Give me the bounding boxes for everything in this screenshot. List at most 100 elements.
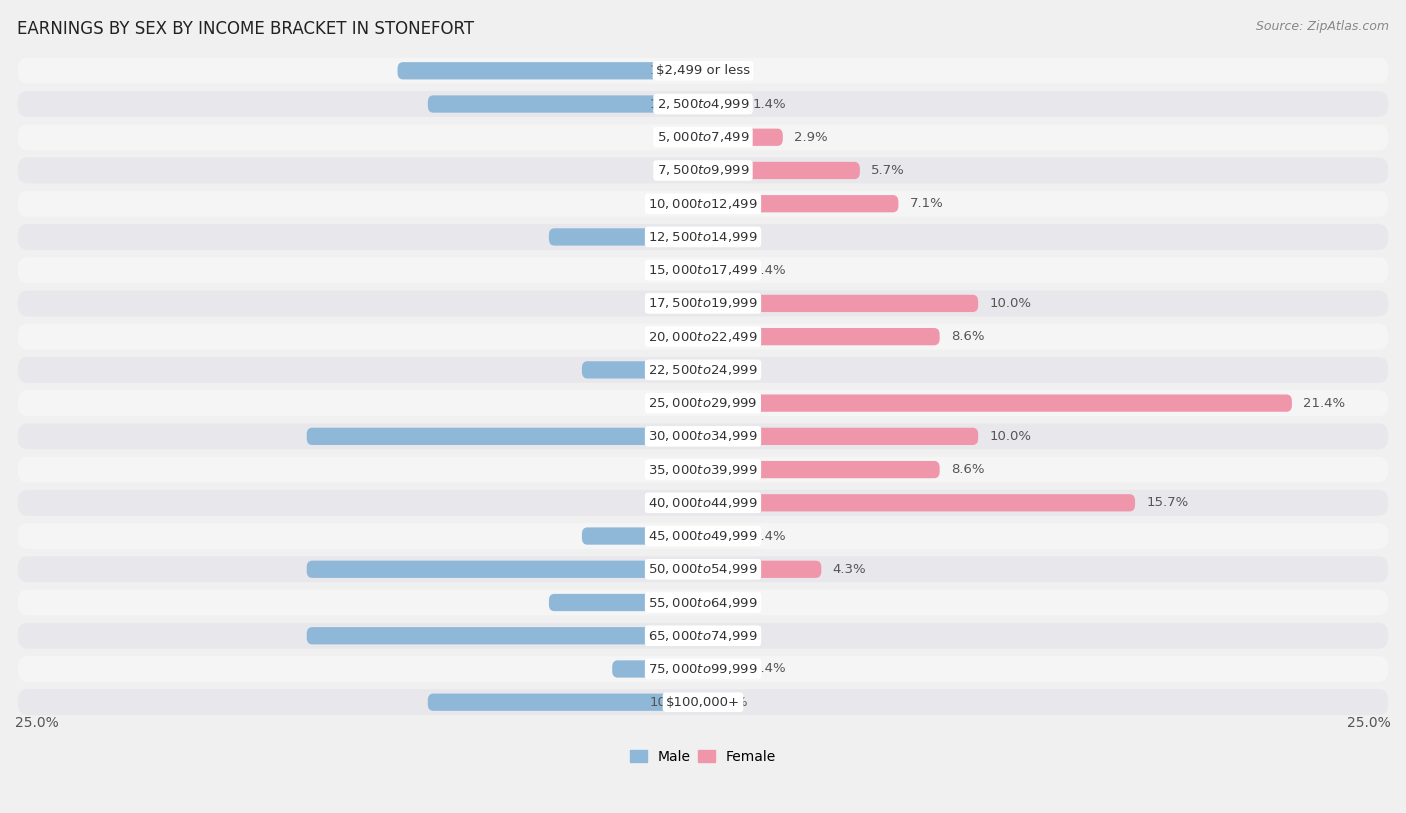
FancyBboxPatch shape <box>18 523 1388 549</box>
FancyBboxPatch shape <box>582 361 703 379</box>
FancyBboxPatch shape <box>18 490 1388 515</box>
Text: $20,000 to $22,499: $20,000 to $22,499 <box>648 329 758 344</box>
FancyBboxPatch shape <box>427 95 703 113</box>
Legend: Male, Female: Male, Female <box>624 744 782 769</box>
Text: 0.0%: 0.0% <box>658 263 692 276</box>
Text: 1.4%: 1.4% <box>752 663 786 676</box>
FancyBboxPatch shape <box>398 62 703 80</box>
Text: $30,000 to $34,999: $30,000 to $34,999 <box>648 429 758 443</box>
Text: 0.0%: 0.0% <box>658 198 692 211</box>
Text: 10.0%: 10.0% <box>650 98 692 111</box>
Text: $12,500 to $14,999: $12,500 to $14,999 <box>648 230 758 244</box>
FancyBboxPatch shape <box>703 328 939 346</box>
FancyBboxPatch shape <box>703 262 741 279</box>
FancyBboxPatch shape <box>427 693 703 711</box>
Text: 8.6%: 8.6% <box>950 463 984 476</box>
FancyBboxPatch shape <box>703 95 741 113</box>
Text: 14.4%: 14.4% <box>650 563 692 576</box>
Text: $2,499 or less: $2,499 or less <box>657 64 749 77</box>
FancyBboxPatch shape <box>703 128 783 146</box>
FancyBboxPatch shape <box>18 556 1388 582</box>
FancyBboxPatch shape <box>18 424 1388 450</box>
FancyBboxPatch shape <box>18 357 1388 383</box>
FancyBboxPatch shape <box>18 158 1388 184</box>
Text: $45,000 to $49,999: $45,000 to $49,999 <box>648 529 758 543</box>
Text: 0.0%: 0.0% <box>658 164 692 177</box>
Text: EARNINGS BY SEX BY INCOME BRACKET IN STONEFORT: EARNINGS BY SEX BY INCOME BRACKET IN STO… <box>17 20 474 38</box>
FancyBboxPatch shape <box>18 58 1388 84</box>
Text: 0.0%: 0.0% <box>714 363 748 376</box>
Text: $10,000 to $12,499: $10,000 to $12,499 <box>648 197 758 211</box>
Text: 1.4%: 1.4% <box>752 98 786 111</box>
FancyBboxPatch shape <box>18 224 1388 250</box>
Text: 7.1%: 7.1% <box>910 198 943 211</box>
FancyBboxPatch shape <box>703 561 821 578</box>
FancyBboxPatch shape <box>18 390 1388 416</box>
FancyBboxPatch shape <box>548 593 703 611</box>
Text: 1.1%: 1.1% <box>658 397 692 410</box>
FancyBboxPatch shape <box>703 461 939 478</box>
Text: 25.0%: 25.0% <box>1347 715 1391 730</box>
Text: 0.0%: 0.0% <box>714 696 748 709</box>
FancyBboxPatch shape <box>672 461 703 478</box>
Text: 5.7%: 5.7% <box>870 164 904 177</box>
Text: $35,000 to $39,999: $35,000 to $39,999 <box>648 463 758 476</box>
FancyBboxPatch shape <box>18 191 1388 217</box>
FancyBboxPatch shape <box>703 195 898 212</box>
Text: 5.6%: 5.6% <box>658 230 692 243</box>
FancyBboxPatch shape <box>703 660 741 677</box>
Text: 4.4%: 4.4% <box>658 363 692 376</box>
Text: 1.1%: 1.1% <box>658 463 692 476</box>
FancyBboxPatch shape <box>703 494 1135 511</box>
Text: $75,000 to $99,999: $75,000 to $99,999 <box>648 662 758 676</box>
Text: $17,500 to $19,999: $17,500 to $19,999 <box>648 297 758 311</box>
Text: 2.9%: 2.9% <box>794 131 828 144</box>
Text: $22,500 to $24,999: $22,500 to $24,999 <box>648 363 758 377</box>
Text: 1.4%: 1.4% <box>752 529 786 542</box>
Text: $50,000 to $54,999: $50,000 to $54,999 <box>648 563 758 576</box>
FancyBboxPatch shape <box>672 394 703 411</box>
Text: $55,000 to $64,999: $55,000 to $64,999 <box>648 595 758 610</box>
Text: $5,000 to $7,499: $5,000 to $7,499 <box>657 130 749 144</box>
Text: 10.0%: 10.0% <box>990 297 1031 310</box>
Text: 11.1%: 11.1% <box>650 64 692 77</box>
Text: 5.6%: 5.6% <box>658 596 692 609</box>
FancyBboxPatch shape <box>18 91 1388 117</box>
Text: 0.0%: 0.0% <box>658 330 692 343</box>
Text: 14.4%: 14.4% <box>650 430 692 443</box>
FancyBboxPatch shape <box>18 589 1388 615</box>
FancyBboxPatch shape <box>18 689 1388 715</box>
Text: 25.0%: 25.0% <box>15 715 59 730</box>
FancyBboxPatch shape <box>703 295 979 312</box>
Text: $25,000 to $29,999: $25,000 to $29,999 <box>648 396 758 410</box>
Text: $2,500 to $4,999: $2,500 to $4,999 <box>657 97 749 111</box>
Text: 4.3%: 4.3% <box>832 563 866 576</box>
Text: 14.4%: 14.4% <box>650 629 692 642</box>
FancyBboxPatch shape <box>612 660 703 677</box>
FancyBboxPatch shape <box>307 561 703 578</box>
Text: $40,000 to $44,999: $40,000 to $44,999 <box>648 496 758 510</box>
Text: 0.0%: 0.0% <box>714 596 748 609</box>
Text: $7,500 to $9,999: $7,500 to $9,999 <box>657 163 749 177</box>
FancyBboxPatch shape <box>307 428 703 445</box>
FancyBboxPatch shape <box>703 428 979 445</box>
Text: $65,000 to $74,999: $65,000 to $74,999 <box>648 628 758 643</box>
Text: 0.0%: 0.0% <box>714 230 748 243</box>
FancyBboxPatch shape <box>18 124 1388 150</box>
Text: 0.0%: 0.0% <box>658 297 692 310</box>
Text: 0.0%: 0.0% <box>714 629 748 642</box>
Text: 21.4%: 21.4% <box>1303 397 1346 410</box>
FancyBboxPatch shape <box>18 457 1388 483</box>
FancyBboxPatch shape <box>582 528 703 545</box>
FancyBboxPatch shape <box>18 623 1388 649</box>
Text: 0.0%: 0.0% <box>714 64 748 77</box>
Text: $100,000+: $100,000+ <box>666 696 740 709</box>
FancyBboxPatch shape <box>307 627 703 645</box>
Text: 8.6%: 8.6% <box>950 330 984 343</box>
FancyBboxPatch shape <box>18 257 1388 283</box>
Text: 0.0%: 0.0% <box>658 131 692 144</box>
Text: 3.3%: 3.3% <box>658 663 692 676</box>
FancyBboxPatch shape <box>18 656 1388 682</box>
Text: 4.4%: 4.4% <box>658 529 692 542</box>
Text: 10.0%: 10.0% <box>650 696 692 709</box>
